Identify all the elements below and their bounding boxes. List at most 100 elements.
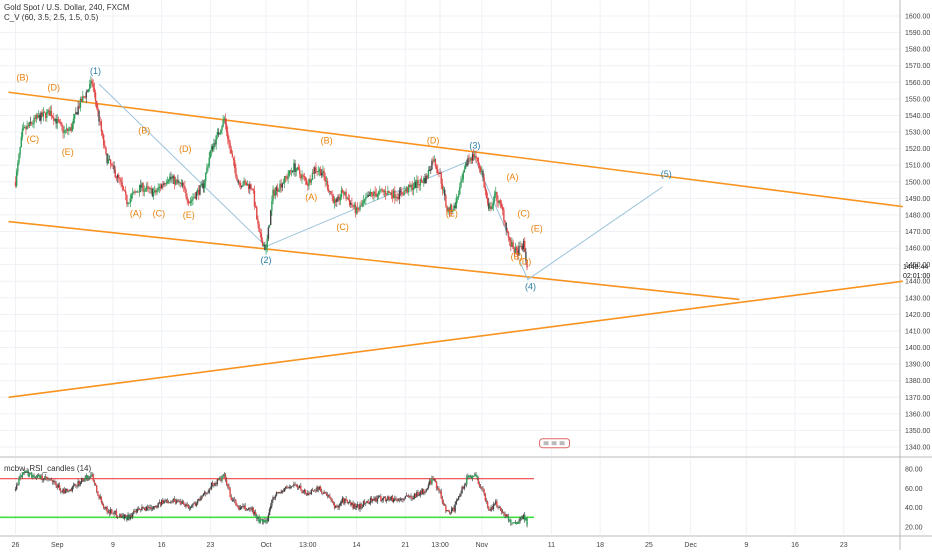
- price-candle-body: [160, 184, 163, 188]
- rsi-candle-body: [195, 503, 198, 506]
- rsi-candle-body: [18, 478, 20, 485]
- price-candle-body: [145, 186, 148, 190]
- price-candle-body: [307, 184, 309, 186]
- price-candle-body: [345, 191, 347, 199]
- price-candle-body: [336, 198, 338, 203]
- rsi-candle-body: [126, 516, 128, 521]
- rsi-candle-body: [362, 501, 365, 507]
- rsi-candle-body: [466, 477, 468, 485]
- price-candle-body: [166, 181, 169, 183]
- rsi-candle-body: [394, 498, 396, 500]
- rsi-legend: mcbw_RSI_candles (14): [4, 464, 92, 473]
- price-candle-body: [368, 194, 370, 196]
- rsi-candle-body: [201, 496, 203, 497]
- rsi-candle-body: [80, 478, 83, 483]
- price-candle-body: [188, 202, 191, 204]
- price-candle-body: [208, 157, 210, 166]
- rsi-candle-body: [503, 512, 505, 514]
- price-candle-body: [162, 184, 164, 186]
- rsi-candle-body: [72, 485, 75, 487]
- rsi-candle-body: [145, 506, 148, 511]
- price-candle-body: [311, 172, 314, 180]
- rsi-candle-body: [446, 510, 448, 512]
- rsi-candle-body: [133, 511, 135, 514]
- price-candle-body: [267, 227, 270, 239]
- price-candle-body: [35, 115, 38, 119]
- rsi-candle-body: [14, 489, 17, 491]
- rsi-candle-body: [29, 472, 32, 474]
- price-candle-body: [419, 179, 422, 186]
- price-candle-body: [109, 159, 112, 165]
- rsi-candle-body: [508, 519, 511, 521]
- price-tick-label: 1600.00: [905, 14, 930, 21]
- rsi-candle-body: [471, 476, 474, 479]
- wave-label: (C): [27, 134, 40, 144]
- rsi-candle-body: [524, 514, 526, 521]
- price-candle-body: [28, 122, 31, 127]
- price-candle-body: [315, 167, 317, 172]
- rsi-candle-body: [189, 506, 192, 508]
- rsi-candle-body: [97, 490, 99, 496]
- price-candle-body: [140, 184, 142, 188]
- price-candle-body: [253, 190, 256, 206]
- price-tick-label: 1540.00: [905, 113, 930, 120]
- wave-label: (C): [153, 209, 166, 219]
- rsi-candle-body: [461, 486, 463, 494]
- rsi-candle-body: [281, 490, 283, 493]
- price-candle-body: [22, 127, 25, 129]
- rsi-candle-body: [467, 475, 469, 478]
- rsi-candle-body: [324, 492, 326, 494]
- price-candle-body: [100, 121, 103, 132]
- rsi-candle-body: [359, 503, 361, 510]
- rsi-candle-body: [17, 484, 19, 486]
- rsi-candle-body: [485, 500, 488, 502]
- rsi-candle-body: [343, 498, 345, 504]
- price-candle-body: [521, 246, 524, 249]
- price-candle-body: [56, 118, 58, 124]
- price-candle-body: [279, 183, 281, 191]
- price-candle-body: [326, 180, 329, 189]
- rsi-candle-body: [135, 511, 137, 513]
- rsi-candle-body: [83, 480, 85, 482]
- rsi-candle-body: [106, 507, 108, 513]
- rsi-candle-body: [381, 500, 383, 502]
- price-candle-body: [434, 159, 437, 167]
- price-candle-body: [476, 157, 478, 159]
- price-candle-body: [522, 240, 525, 249]
- rsi-candle-body: [448, 510, 451, 513]
- price-candle-body: [331, 194, 333, 197]
- price-candle-body: [420, 179, 423, 182]
- price-candle-body: [185, 189, 187, 197]
- price-candle-body: [254, 205, 257, 208]
- rsi-candle-body: [55, 482, 57, 486]
- rsi-candle-body: [392, 499, 395, 502]
- rsi-candle-body: [94, 483, 97, 486]
- rsi-candle-body: [102, 505, 105, 508]
- rsi-candle-body: [363, 501, 366, 504]
- price-candle-body: [374, 191, 376, 194]
- wave-label: (A): [130, 209, 142, 219]
- rsi-candle-body: [478, 484, 481, 487]
- price-candle-body: [63, 130, 65, 133]
- time-tick-label: 11: [548, 542, 555, 549]
- price-candle-body: [115, 177, 118, 179]
- price-candle-body: [514, 247, 517, 253]
- price-candle-body: [90, 80, 92, 85]
- price-candle-body: [39, 115, 41, 121]
- price-candle-body: [457, 194, 460, 198]
- price-candle-body: [362, 200, 365, 204]
- price-candle-body: [318, 169, 321, 172]
- rsi-candle-body: [93, 480, 96, 484]
- price-candle-body: [149, 188, 151, 190]
- rsi-candle-body: [63, 488, 65, 494]
- price-candle-body: [102, 134, 105, 146]
- price-tick-label: 1470.00: [905, 229, 930, 236]
- price-candle-body: [82, 96, 84, 102]
- price-candle-body: [475, 156, 477, 158]
- rsi-candle-body: [107, 511, 109, 513]
- price-candle-body: [394, 190, 396, 198]
- rsi-candle-body: [241, 506, 243, 507]
- rsi-candle-body: [510, 519, 512, 524]
- price-candle-body: [314, 167, 316, 174]
- rsi-candle-body: [75, 484, 77, 486]
